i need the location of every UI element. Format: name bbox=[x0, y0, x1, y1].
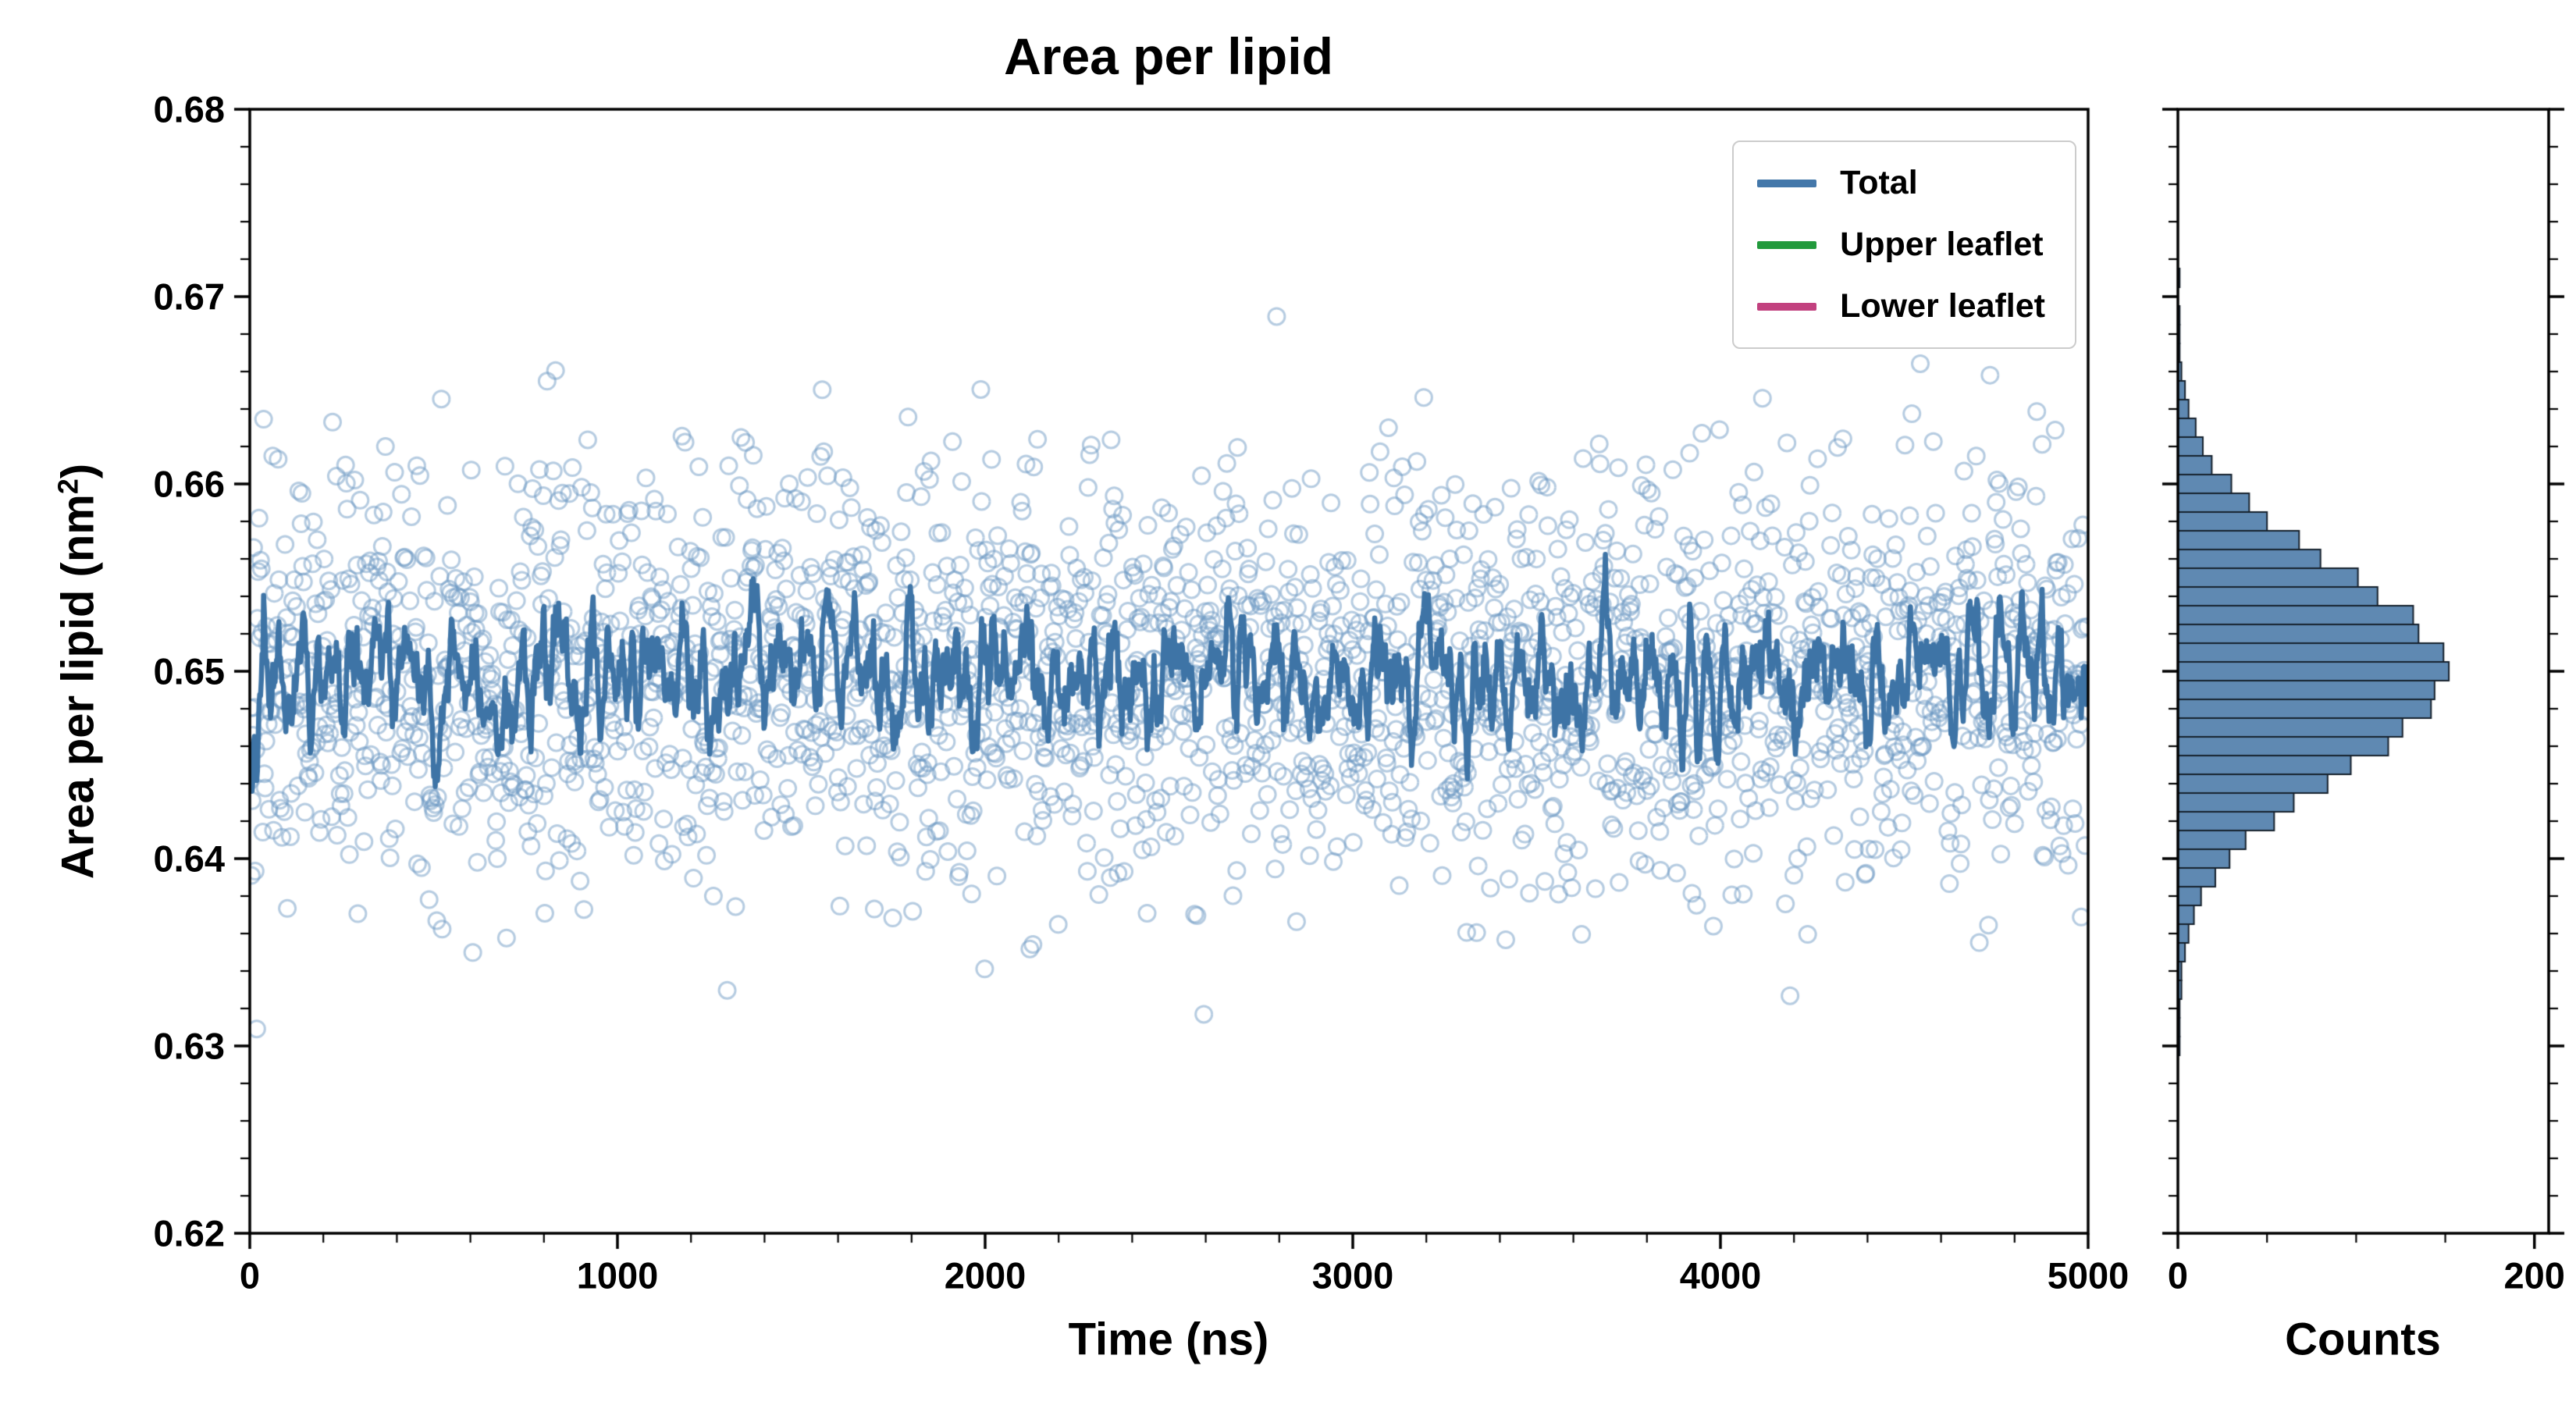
legend-label-total: Total bbox=[1840, 164, 1918, 201]
legend-swatch-upper-leaflet-line-icon bbox=[1757, 240, 1817, 249]
legend-label-upper-leaflet: Upper leaflet bbox=[1840, 226, 2044, 263]
y-axis-label: Area per lipid (nm2) bbox=[52, 464, 104, 879]
chart-title: Area per lipid bbox=[1004, 27, 1333, 85]
legend-swatch-lower-leaflet-line-icon bbox=[1757, 302, 1817, 311]
hist-x-axis-label: Counts bbox=[2285, 1314, 2441, 1365]
legend-label-lower-leaflet: Lower leaflet bbox=[1840, 287, 2045, 325]
y-axis-label-close: ) bbox=[52, 463, 104, 479]
x-axis-label: Time (ns) bbox=[1068, 1314, 1269, 1365]
y-axis-label-superscript: 2 bbox=[52, 478, 84, 495]
legend-item-lower-leaflet: Lower leaflet bbox=[1757, 287, 2045, 325]
y-axis-label-text: Area per lipid (nm bbox=[52, 494, 104, 880]
legend-item-upper-leaflet: Upper leaflet bbox=[1757, 226, 2045, 264]
legend-item-total: Total bbox=[1757, 164, 2045, 202]
legend-swatch-total-line-icon bbox=[1757, 179, 1817, 187]
legend: Total Upper leaflet Lower leaflet bbox=[1732, 140, 2076, 349]
